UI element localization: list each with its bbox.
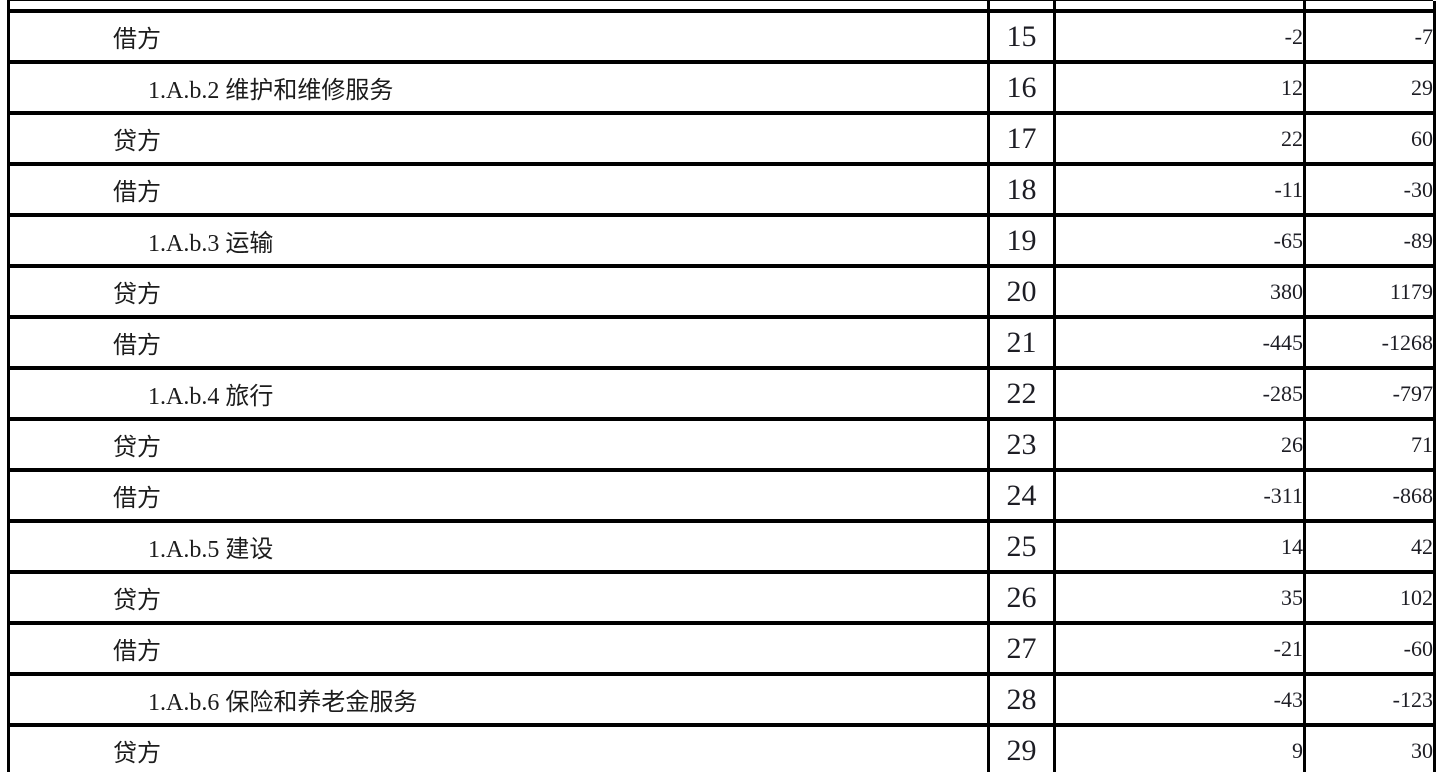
- value1-cell: [1053, 1, 1306, 13]
- line-number-cell: 23: [987, 417, 1056, 472]
- line-number-cell: 19: [987, 213, 1056, 268]
- line-number-cell: 22: [987, 366, 1056, 421]
- cropped-partial-row: [7, 1, 1436, 13]
- value2-cell: -1268: [1303, 315, 1436, 370]
- table-body: 借方 15 -2 -7 1.A.b.2 维护和维修服务 16 12 29 贷方 …: [7, 1, 1436, 772]
- value1-cell: -285: [1053, 366, 1306, 421]
- table-row: 贷方 20 380 1179: [7, 264, 1436, 319]
- table-row: 借方 18 -11 -30: [7, 162, 1436, 217]
- item-cell: 借方: [7, 162, 990, 217]
- item-cell: 1.A.b.4 旅行: [7, 366, 990, 421]
- balance-of-payments-table: 借方 15 -2 -7 1.A.b.2 维护和维修服务 16 12 29 贷方 …: [7, 1, 1436, 772]
- value1-cell: 380: [1053, 264, 1306, 319]
- value2-cell: -7: [1303, 9, 1436, 64]
- item-cell: 1.A.b.6 保险和养老金服务: [7, 672, 990, 727]
- line-number-cell: 24: [987, 468, 1056, 523]
- table-row: 贷方 26 35 102: [7, 570, 1436, 625]
- table-row: 1.A.b.4 旅行 22 -285 -797: [7, 366, 1436, 421]
- value2-cell: 1179: [1303, 264, 1436, 319]
- value2-cell: 29: [1303, 60, 1436, 115]
- line-number-cell: 29: [987, 723, 1056, 772]
- item-cell: 贷方: [7, 723, 990, 772]
- line-number-cell: 26: [987, 570, 1056, 625]
- value2-cell: -30: [1303, 162, 1436, 217]
- cropped-row-border-line: [7, 0, 1433, 1]
- line-number-cell: 17: [987, 111, 1056, 166]
- value1-cell: -21: [1053, 621, 1306, 676]
- value2-cell: [1303, 1, 1436, 13]
- item-cell: 1.A.b.5 建设: [7, 519, 990, 574]
- value1-cell: -2: [1053, 9, 1306, 64]
- line-number-cell: [987, 1, 1056, 13]
- table-row: 借方 21 -445 -1268: [7, 315, 1436, 370]
- value2-cell: -123: [1303, 672, 1436, 727]
- line-number-cell: 25: [987, 519, 1056, 574]
- table-row: 借方 15 -2 -7: [7, 9, 1436, 64]
- table-row: 借方 27 -21 -60: [7, 621, 1436, 676]
- line-number-cell: 20: [987, 264, 1056, 319]
- line-number-cell: 28: [987, 672, 1056, 727]
- value2-cell: -797: [1303, 366, 1436, 421]
- value2-cell: 60: [1303, 111, 1436, 166]
- value1-cell: -11: [1053, 162, 1306, 217]
- value1-cell: -445: [1053, 315, 1306, 370]
- item-cell: 贷方: [7, 570, 990, 625]
- value2-cell: 42: [1303, 519, 1436, 574]
- table-row: 借方 24 -311 -868: [7, 468, 1436, 523]
- value2-cell: -89: [1303, 213, 1436, 268]
- line-number-cell: 27: [987, 621, 1056, 676]
- value1-cell: 14: [1053, 519, 1306, 574]
- table-row: 1.A.b.3 运输 19 -65 -89: [7, 213, 1436, 268]
- item-cell: 借方: [7, 621, 990, 676]
- table-row: 贷方 17 22 60: [7, 111, 1436, 166]
- value2-cell: 30: [1303, 723, 1436, 772]
- value2-cell: -868: [1303, 468, 1436, 523]
- value2-cell: -60: [1303, 621, 1436, 676]
- item-cell: 1.A.b.3 运输: [7, 213, 990, 268]
- value1-cell: -43: [1053, 672, 1306, 727]
- item-cell: 借方: [7, 468, 990, 523]
- item-cell: [7, 1, 990, 13]
- value2-cell: 71: [1303, 417, 1436, 472]
- item-cell: 借方: [7, 315, 990, 370]
- value1-cell: -311: [1053, 468, 1306, 523]
- line-number-cell: 21: [987, 315, 1056, 370]
- item-cell: 贷方: [7, 417, 990, 472]
- value1-cell: 12: [1053, 60, 1306, 115]
- value1-cell: 35: [1053, 570, 1306, 625]
- line-number-cell: 16: [987, 60, 1056, 115]
- line-number-cell: 18: [987, 162, 1056, 217]
- table-row: 1.A.b.2 维护和维修服务 16 12 29: [7, 60, 1436, 115]
- table-row: 1.A.b.5 建设 25 14 42: [7, 519, 1436, 574]
- value1-cell: 9: [1053, 723, 1306, 772]
- item-cell: 借方: [7, 9, 990, 64]
- value1-cell: 26: [1053, 417, 1306, 472]
- item-cell: 贷方: [7, 111, 990, 166]
- value1-cell: 22: [1053, 111, 1306, 166]
- table-row: 1.A.b.6 保险和养老金服务 28 -43 -123: [7, 672, 1436, 727]
- table-row: 贷方 23 26 71: [7, 417, 1436, 472]
- item-cell: 贷方: [7, 264, 990, 319]
- line-number-cell: 15: [987, 9, 1056, 64]
- item-cell: 1.A.b.2 维护和维修服务: [7, 60, 990, 115]
- value2-cell: 102: [1303, 570, 1436, 625]
- value1-cell: -65: [1053, 213, 1306, 268]
- table-row: 贷方 29 9 30: [7, 723, 1436, 772]
